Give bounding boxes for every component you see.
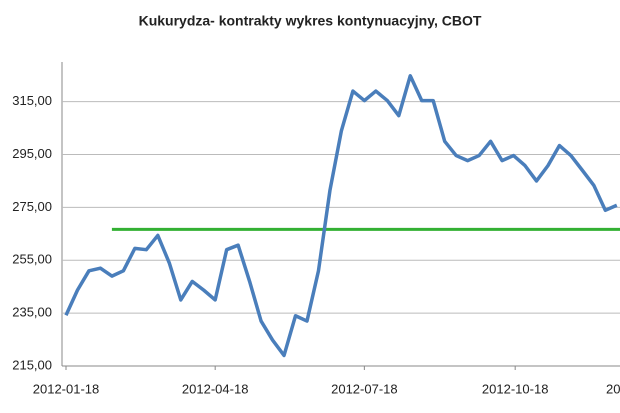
line-series — [64, 74, 618, 358]
x-tick-label: 2012-07-18 — [331, 381, 398, 396]
x-tick-label: 2012-04-18 — [182, 381, 249, 396]
y-tick-label: 215,00 — [12, 357, 52, 372]
x-tick-label: 2012-10-18 — [482, 381, 549, 396]
y-tick-label: 295,00 — [12, 146, 52, 161]
y-tick-label: 315,00 — [12, 93, 52, 108]
y-tick-label: 255,00 — [12, 252, 52, 267]
x-tick-label: 2012-01-18 — [33, 381, 100, 396]
y-tick-label: 275,00 — [12, 199, 52, 214]
chart-title: Kukurydza- kontrakty wykres kontynuacyjn… — [139, 13, 482, 29]
x-tick-label: 20 — [606, 381, 620, 396]
y-tick-label: 235,00 — [12, 305, 52, 320]
